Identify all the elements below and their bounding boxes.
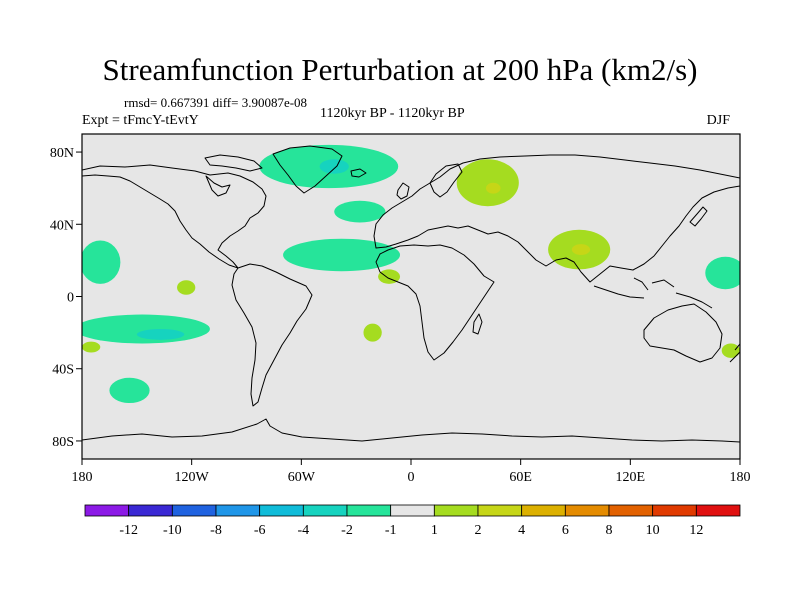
colorbar-swatch (84, 504, 130, 517)
x-tick-label: 120E (616, 470, 646, 485)
colorbar-label: 6 (562, 523, 569, 538)
y-tick-label: 0 (67, 291, 74, 306)
anomaly-atlantic-low-north (334, 200, 386, 223)
coastline-iceland (350, 168, 367, 178)
colorbar-label: -2 (341, 523, 353, 538)
colorbar-label: -8 (210, 523, 222, 538)
left-subtitle: Expt = tFmcY-tEvtY (82, 113, 199, 128)
colorbar-swatch (433, 504, 479, 517)
y-tick-label: 80S (52, 435, 74, 450)
colorbar-swatch (477, 504, 523, 517)
anomaly-west-pacific-low (705, 256, 740, 290)
x-tick-label: 180 (72, 470, 93, 485)
chart-title: Streamfunction Perturbation at 200 hPa (… (102, 52, 698, 87)
y-tick-label: 80N (50, 146, 74, 161)
center-subtitle: 1120kyr BP - 1120kyr BP (320, 106, 465, 121)
coastline-british-isles (396, 182, 410, 200)
colorbar-swatch (171, 504, 217, 517)
anomaly-south-pacific-low (82, 314, 210, 344)
coastline-arctic-islands (204, 154, 263, 172)
colorbar-swatch (695, 504, 741, 517)
colorbar-label: 12 (689, 523, 703, 538)
colorbar-label: -12 (119, 523, 138, 538)
colorbar-swatch (652, 504, 697, 517)
x-tick-label: 0 (408, 470, 415, 485)
anomaly-core-south-pacific-low (136, 329, 185, 340)
colorbar-swatch (521, 504, 566, 517)
anomaly-core-scandinavia-high (485, 182, 501, 194)
colorbar-swatch (128, 504, 173, 517)
coastline-south-america (231, 263, 313, 407)
x-tick-label: 180 (730, 470, 751, 485)
coastline-madagascar (472, 313, 483, 335)
x-tick-label: 120W (175, 470, 210, 485)
colorbar-swatch (608, 504, 654, 517)
anomaly-layer (82, 144, 740, 404)
coastlines (82, 145, 740, 443)
colorbar-label: -10 (163, 523, 182, 538)
anomaly-sw-pacific-high (82, 341, 101, 353)
anomaly-atlantic-low-subtropic (283, 238, 401, 272)
anomaly-southern-ocean-low (109, 377, 150, 404)
colorbar-label: 4 (518, 523, 525, 538)
anomaly-core-tibet-high (571, 244, 591, 255)
coastline-greenland (272, 145, 343, 194)
x-tick-label: 60E (509, 470, 532, 485)
colorbar-label: -4 (297, 523, 309, 538)
anomaly-east-pacific-high (177, 280, 196, 295)
colorbar-label: -1 (385, 523, 397, 538)
colorbar-label: 10 (646, 523, 660, 538)
coastline-north-america (82, 164, 267, 269)
coastline-maritime-continent (593, 277, 713, 309)
coastline-scandinavia (429, 163, 463, 198)
anomaly-core-greenland-low (319, 159, 349, 174)
plot-background (82, 134, 740, 459)
coastline-japan (689, 206, 708, 227)
colorbar-label: 1 (431, 523, 438, 538)
colorbar-swatch (215, 504, 261, 517)
right-subtitle: DJF (706, 113, 730, 128)
colorbar-swatch (302, 504, 348, 517)
anomaly-scandinavia-high (456, 159, 519, 207)
coastline-new-zealand (729, 343, 740, 363)
coastline-africa (375, 244, 495, 361)
anomaly-south-atlantic-high (363, 323, 382, 342)
y-tick-label: 40S (52, 363, 74, 378)
colorbar-swatch (259, 504, 304, 517)
x-tick-label: 60W (288, 470, 316, 485)
colorbar: -12 -10 -8 -6 -4 -2 -1 1 2 4 6 8 10 12 (84, 504, 741, 538)
anomaly-tasman-high (721, 343, 740, 358)
colorbar-label: 2 (475, 523, 482, 538)
y-tick-label: 40N (50, 218, 74, 233)
anomaly-north-pacific-low (82, 240, 121, 284)
stats-text: rmsd= 0.667391 diff= 3.90087e-08 (124, 95, 308, 110)
colorbar-swatch (346, 504, 392, 517)
coastline-antarctica (82, 418, 740, 443)
coastline-hudson-bay (205, 175, 231, 197)
axis-ticks: 180 120W 60W 0 60E 120E 180 80N 40N 0 40S 80S (50, 146, 751, 485)
colorbar-swatch (564, 504, 610, 517)
coastline-eurasia (373, 154, 740, 283)
coastline-australia (643, 303, 723, 363)
colorbar-label: 8 (606, 523, 613, 538)
colorbar-label: -6 (254, 523, 266, 538)
colorbar-swatch (390, 504, 435, 517)
